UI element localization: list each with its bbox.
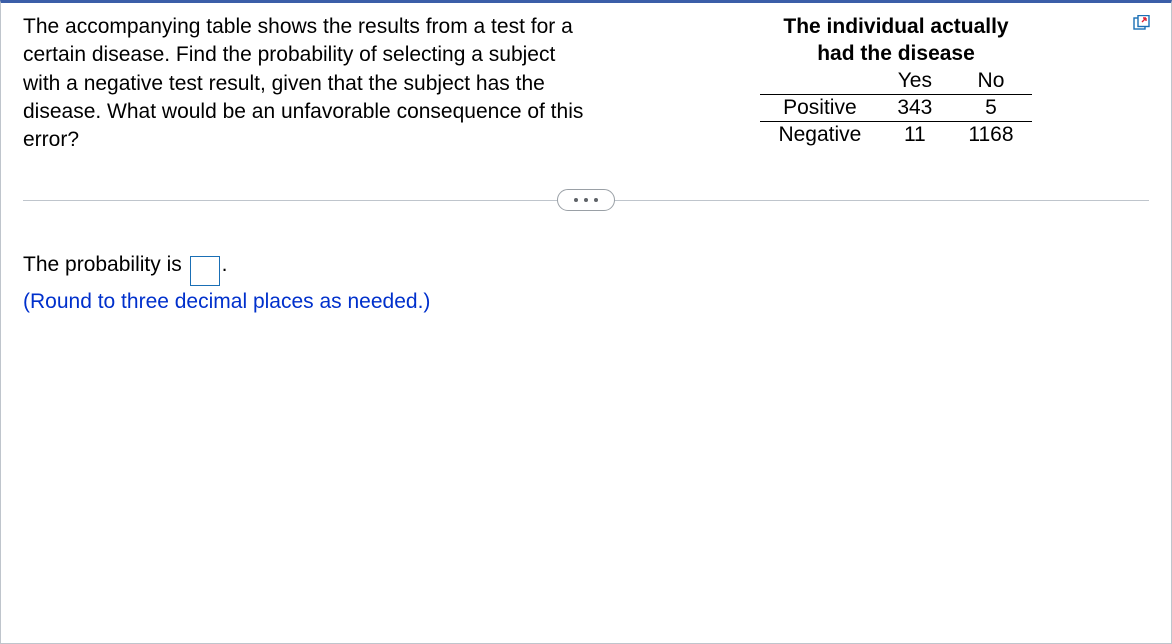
- col-header-no: No: [950, 68, 1031, 95]
- table-title-line2: had the disease: [643, 40, 1149, 67]
- probability-input[interactable]: [190, 256, 220, 286]
- dot-icon: [584, 198, 588, 202]
- col-header-yes: Yes: [879, 68, 950, 95]
- question-text: The accompanying table shows the results…: [23, 13, 603, 155]
- row-label-positive: Positive: [760, 94, 879, 121]
- answer-area: The probability is . (Round to three dec…: [1, 213, 1171, 319]
- cell-negative-no: 1168: [950, 121, 1031, 148]
- answer-prefix: The probability is: [23, 253, 188, 276]
- top-area: The accompanying table shows the results…: [1, 3, 1171, 155]
- divider-row: [23, 189, 1149, 213]
- table-header-row: Yes No: [760, 68, 1031, 95]
- more-options-button[interactable]: [557, 189, 615, 211]
- table-title-line1: The individual actually: [643, 13, 1149, 40]
- table-row: Negative 11 1168: [760, 121, 1031, 148]
- answer-suffix: .: [222, 253, 228, 276]
- data-table: Yes No Positive 343 5 Negative 11 1168: [760, 68, 1031, 148]
- popout-icon[interactable]: [1133, 15, 1151, 31]
- table-area: The individual actually had the disease …: [603, 13, 1149, 155]
- table-row: Positive 343 5: [760, 94, 1031, 121]
- question-frame: The accompanying table shows the results…: [0, 0, 1172, 644]
- dot-icon: [594, 198, 598, 202]
- row-label-negative: Negative: [760, 121, 879, 148]
- cell-positive-no: 5: [950, 94, 1031, 121]
- rounding-hint: (Round to three decimal places as needed…: [23, 286, 1149, 319]
- cell-positive-yes: 343: [879, 94, 950, 121]
- table-title: The individual actually had the disease: [643, 13, 1149, 68]
- dot-icon: [574, 198, 578, 202]
- cell-negative-yes: 11: [879, 121, 950, 148]
- answer-line: The probability is .: [23, 249, 1149, 287]
